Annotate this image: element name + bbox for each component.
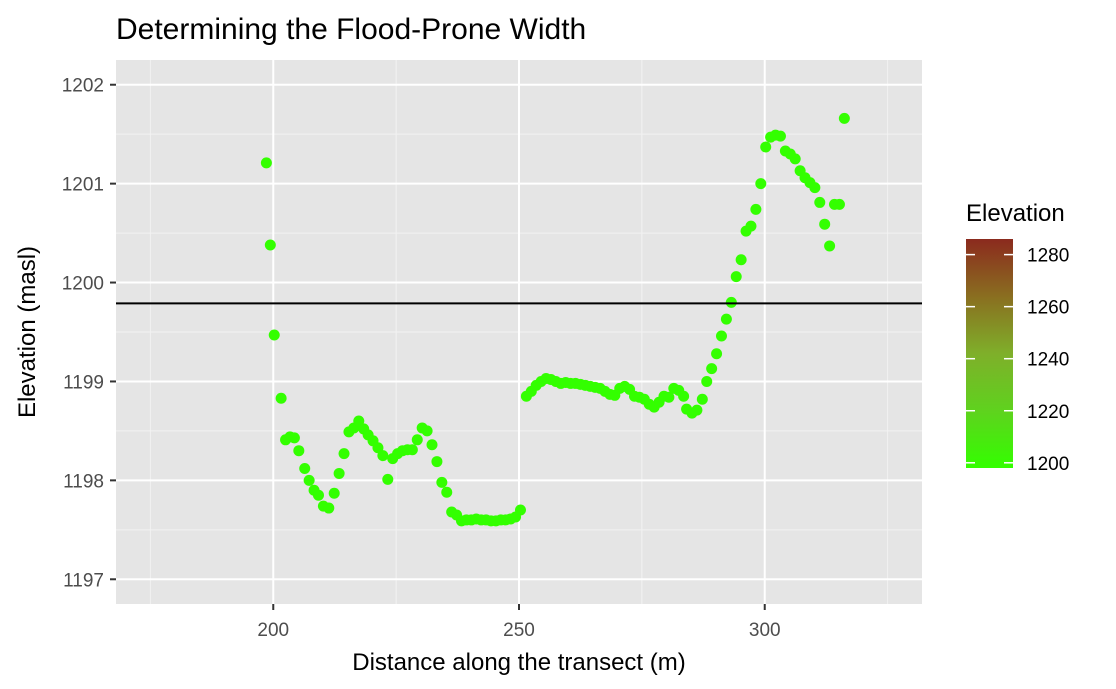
data-point xyxy=(312,489,324,501)
legend: Elevation 1200 1220 1240 1260 1280 xyxy=(966,200,1069,475)
data-point xyxy=(275,392,287,404)
y-tick-label: 1201 xyxy=(62,175,104,196)
y-tick-label: 1202 xyxy=(62,76,104,97)
data-point xyxy=(691,404,703,416)
x-axis-ticks: 200 250 300 xyxy=(257,604,781,641)
data-point xyxy=(711,348,723,360)
data-point xyxy=(701,375,713,387)
y-axis-ticks: 1197 1198 1199 1200 1201 1202 xyxy=(62,76,116,591)
data-point xyxy=(750,203,762,215)
data-point xyxy=(789,153,801,165)
data-point xyxy=(293,445,305,457)
data-point xyxy=(377,450,389,462)
y-axis-label: Elevation (masl) xyxy=(14,246,41,418)
data-point xyxy=(809,182,821,194)
data-point xyxy=(406,444,418,456)
x-tick-label: 250 xyxy=(503,620,535,641)
x-tick-label: 300 xyxy=(749,620,781,641)
data-point xyxy=(514,504,526,516)
data-point xyxy=(833,198,845,210)
data-point xyxy=(838,112,850,124)
legend-tick-label: 1200 xyxy=(1027,454,1069,475)
data-point xyxy=(696,393,708,405)
data-point xyxy=(436,476,448,488)
data-point xyxy=(426,439,438,451)
data-point xyxy=(663,391,675,403)
data-point xyxy=(268,329,280,341)
data-point xyxy=(441,486,453,498)
data-point xyxy=(264,239,276,251)
data-point xyxy=(303,474,315,486)
data-point xyxy=(328,487,340,499)
scatter-points xyxy=(260,112,850,527)
legend-tick-label: 1240 xyxy=(1027,350,1069,371)
data-point xyxy=(353,415,365,427)
data-point xyxy=(260,157,272,169)
data-point xyxy=(421,425,433,437)
data-point xyxy=(382,473,394,485)
data-point xyxy=(411,434,423,446)
data-point xyxy=(372,442,384,454)
y-tick-label: 1199 xyxy=(63,372,104,393)
data-point xyxy=(760,141,772,153)
data-point xyxy=(288,432,300,444)
data-point xyxy=(678,390,690,402)
data-point xyxy=(755,178,767,190)
data-point xyxy=(706,363,718,375)
legend-tick-label: 1260 xyxy=(1027,298,1069,319)
data-point xyxy=(819,218,831,230)
data-point xyxy=(299,462,311,474)
legend-title: Elevation xyxy=(966,200,1065,227)
data-point xyxy=(745,220,757,232)
y-tick-label: 1198 xyxy=(63,471,104,492)
data-point xyxy=(730,271,742,283)
legend-colorbar xyxy=(966,239,1013,468)
data-point xyxy=(333,467,345,479)
legend-tick-label: 1220 xyxy=(1027,402,1069,423)
x-axis-label: Distance along the transect (m) xyxy=(352,649,685,676)
data-point xyxy=(735,254,747,266)
data-point xyxy=(431,456,443,468)
data-point xyxy=(824,240,836,252)
data-point xyxy=(720,313,732,325)
legend-ticks: 1200 1220 1240 1260 1280 xyxy=(966,246,1069,475)
data-point xyxy=(774,130,786,142)
data-point xyxy=(814,196,826,208)
y-tick-label: 1197 xyxy=(63,570,104,591)
chart-title: Determining the Flood-Prone Width xyxy=(116,13,586,46)
legend-tick-label: 1280 xyxy=(1027,246,1069,267)
data-point xyxy=(323,502,335,514)
x-tick-label: 200 xyxy=(257,620,289,641)
data-point xyxy=(715,330,727,342)
y-tick-label: 1200 xyxy=(62,274,104,295)
data-point xyxy=(338,448,350,460)
